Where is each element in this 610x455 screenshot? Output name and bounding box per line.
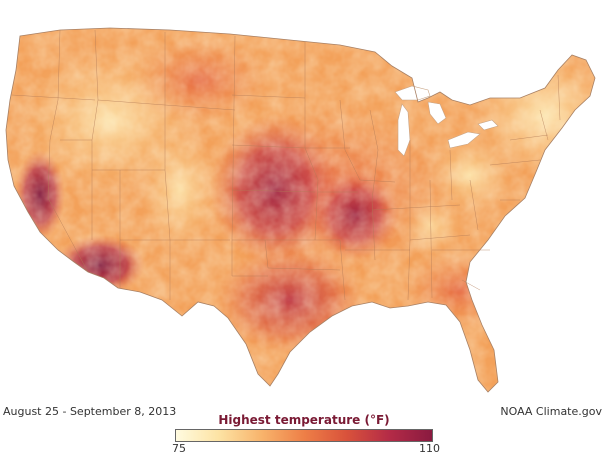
temperature-map — [5, 27, 596, 393]
legend-title: Highest temperature (°F) — [218, 413, 390, 427]
date-range-label: August 25 - September 8, 2013 — [3, 405, 177, 418]
legend-color-bar — [175, 429, 433, 442]
state-boundaries — [11, 29, 561, 301]
us-map-svg — [5, 27, 596, 393]
legend-max-label: 110 — [419, 442, 440, 455]
great-lakes — [394, 85, 499, 157]
legend-min-label: 75 — [172, 442, 186, 455]
credit-label: NOAA Climate.gov — [500, 405, 602, 418]
